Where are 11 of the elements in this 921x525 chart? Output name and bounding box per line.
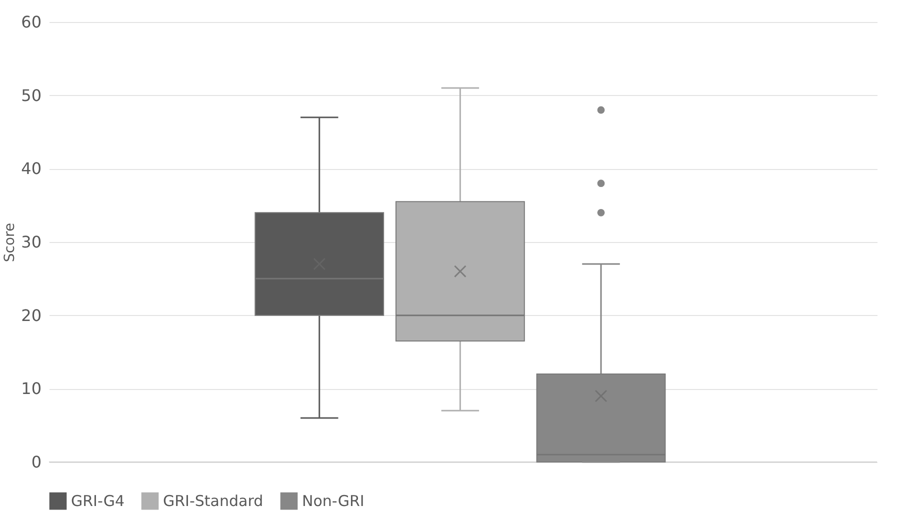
- y-tick-label: 40: [21, 159, 42, 178]
- y-tick-label: 30: [21, 232, 42, 252]
- y-axis-title: Score: [2, 222, 18, 262]
- legend-label: GRI-Standard: [163, 492, 264, 510]
- y-tick-label: 50: [21, 86, 42, 105]
- legend-label: GRI-G4: [71, 492, 125, 510]
- y-tick-label: 60: [21, 12, 42, 32]
- y-tick-label: 20: [21, 306, 42, 325]
- legend-label: Non-GRI: [302, 492, 364, 510]
- y-tick-label: 10: [21, 379, 42, 398]
- y-tick-label: 0: [31, 452, 42, 472]
